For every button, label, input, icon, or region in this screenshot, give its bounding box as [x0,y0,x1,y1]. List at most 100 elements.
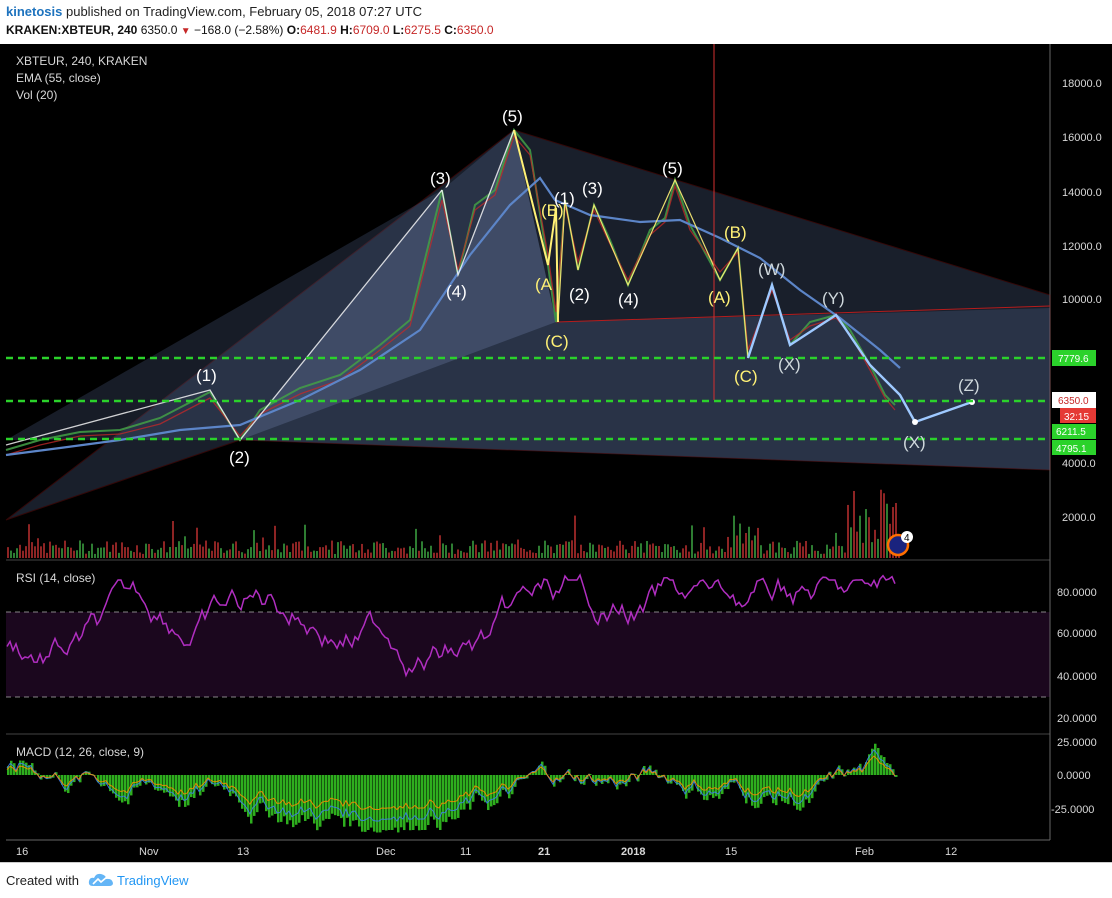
volume-bar [460,551,462,558]
volume-bar [631,546,633,558]
high-value: 6709.0 [353,23,390,37]
volume-bar [10,551,12,558]
volume-bar [55,545,57,558]
volume-bar [79,540,81,558]
volume-bar [535,553,537,558]
volume-bar [220,548,222,558]
volume-bar [451,544,453,558]
volume-bar [715,551,717,558]
volume-bar [694,554,696,558]
volume-bar [202,547,204,558]
volume-bar [823,554,825,558]
volume-bar [373,543,375,558]
volume-bar [199,545,201,558]
volume-bar [793,547,795,558]
chart-area[interactable]: XBTEUR, 240, KRAKEN EMA (55, close) Vol … [0,44,1112,862]
macd-bar [307,775,310,819]
volume-bar [829,549,831,558]
volume-bar [634,541,636,558]
volume-bar [730,547,732,558]
volume-bar [466,553,468,558]
volume-bar [43,543,45,558]
rsi-tick-40: 40.0000 [1057,671,1097,683]
macd-bar [367,775,370,830]
volume-bar [133,552,135,558]
volume-bar [415,529,417,558]
volume-bar [604,548,606,558]
volume-bar [316,551,318,558]
author-link[interactable]: kinetosis [6,4,62,19]
volume-bar [619,541,621,558]
tradingview-link[interactable]: TradingView [117,873,189,888]
volume-bar [262,537,264,558]
volume-bar [787,552,789,558]
volume-bar [796,541,798,558]
volume-bar [85,554,87,558]
volume-bar [388,553,390,558]
wave-label-c2: (C) [734,367,758,386]
macd-bar [436,775,439,828]
volume-bar [271,550,273,558]
volume-bar [238,551,240,558]
volume-bar [727,537,729,558]
macd-bar [424,775,427,830]
macd-bar [442,775,445,822]
macd-axis[interactable]: 25.0000 0.0000 -25.0000 [1051,737,1097,816]
volume-bar [481,543,483,558]
macd-bar [157,775,160,791]
wave-label-y: (Y) [822,289,845,308]
macd-bar [319,775,322,827]
volume-bar [505,544,507,558]
macd-bar [169,775,172,796]
sub-wave-label-5: (5) [662,159,683,178]
volume-bar [565,541,567,558]
volume-bar [511,543,513,558]
time-tick-2018: 2018 [621,846,645,858]
volume-bar [13,553,15,558]
volume-bar [835,533,837,558]
macd-bar [223,775,226,790]
volume-bar [691,525,693,558]
macd-tick-25: 25.0000 [1057,737,1097,749]
macd-bar [418,775,421,830]
volume-bar [709,546,711,558]
volume-bar [49,542,51,558]
macd-bar [385,775,388,831]
macd-tick-0: 0.0000 [1057,770,1091,782]
tag-7779: 7779.6 [1058,354,1089,365]
volume-bar [100,548,102,558]
macd-bar [874,744,877,775]
volume-bar [115,542,117,558]
macd-bar [373,775,376,832]
volume-bar [733,516,735,558]
volume-bar [517,540,519,558]
volume-bar [130,551,132,558]
price-tick-16000: 16000.0 [1062,132,1102,144]
macd-bar [388,775,391,830]
time-tick-13: 13 [237,846,249,858]
volume-bar [229,549,231,558]
tradingview-cloud-icon[interactable] [88,872,114,888]
chart-svg[interactable]: XBTEUR, 240, KRAKEN EMA (55, close) Vol … [0,44,1112,862]
volume-bar [616,546,618,558]
volume-bar [844,553,846,558]
volume-bar [97,548,99,558]
volume-bar [868,517,870,558]
volume-bar [298,542,300,558]
volume-bar [88,551,90,558]
volume-bar [610,550,612,558]
volume-bar [805,541,807,558]
volume-bar [862,543,864,558]
wave-label-c: (C) [545,332,569,351]
volume-bar [685,545,687,558]
volume-bar [865,509,867,558]
macd-bar [163,775,166,793]
macd-bar [460,775,463,810]
volume-bar [247,549,249,558]
volume-bar [559,544,561,558]
volume-bar [574,516,576,558]
volume-bar [568,542,570,558]
symbol-quote: KRAKEN:XBTEUR, 240 6350.0 ▼ −168.0 (−2.5… [6,23,494,37]
macd-bar [334,775,337,815]
volume-bar [91,544,93,558]
